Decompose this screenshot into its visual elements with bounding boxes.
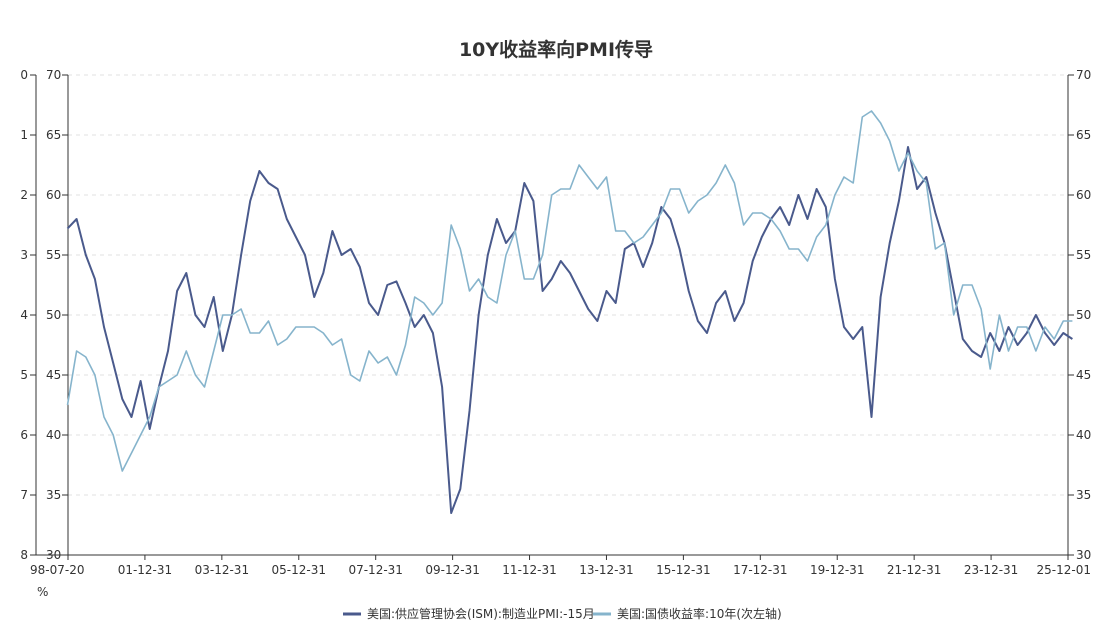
- axes: [30, 74, 1074, 560]
- right-axis-tick-label: 35: [1076, 488, 1091, 502]
- x-axis-tick-label: 01-12-31: [118, 563, 172, 577]
- left-axis-tick-label: 6: [20, 428, 28, 442]
- x-axis-tick-label: 03-12-31: [195, 563, 249, 577]
- left-axis-tick-label: 3: [20, 248, 28, 262]
- x-axis-tick-label: 19-12-31: [810, 563, 864, 577]
- series-line-1: [66, 146, 1073, 514]
- x-axis-tick-label: 23-12-31: [964, 563, 1018, 577]
- x-axis-tick-label: 17-12-31: [733, 563, 787, 577]
- left-axis-tick-label: 1: [20, 128, 28, 142]
- inner-left-axis-tick-label: 35: [46, 488, 61, 502]
- tick-labels: 0 70 70 1 65 65 2 60 60 3 55 55 4 50 50 5 45 45 6 40 40 7 35 35…: [20, 68, 1091, 577]
- inner-left-axis-tick-label: 55: [46, 248, 61, 262]
- inner-left-axis-tick-label: 60: [46, 188, 61, 202]
- inner-left-axis-tick-label: 40: [46, 428, 61, 442]
- right-axis-tick-label: 55: [1076, 248, 1091, 262]
- x-axis-tick-label: 11-12-31: [502, 563, 556, 577]
- x-axis-tick-label: 13-12-31: [579, 563, 633, 577]
- x-axis-tick-label: 09-12-31: [425, 563, 479, 577]
- x-axis-tick-label: 21-12-31: [887, 563, 941, 577]
- x-axis-tick-label: 98-07-20: [30, 563, 84, 577]
- x-axis-tick-label: 25-12-01: [1037, 563, 1091, 577]
- unit-label: %: [37, 585, 48, 599]
- series-lines: [66, 110, 1073, 514]
- gridlines: [68, 74, 1068, 496]
- left-axis-tick-label: 7: [20, 488, 28, 502]
- right-axis-tick-label: 45: [1076, 368, 1091, 382]
- x-axis-tick-label: 05-12-31: [272, 563, 326, 577]
- right-axis-tick-label: 65: [1076, 128, 1091, 142]
- left-axis-tick-label: 5: [20, 368, 28, 382]
- right-axis-tick-label: 70: [1076, 68, 1091, 82]
- right-axis-tick-label: 50: [1076, 308, 1091, 322]
- inner-left-axis-tick-label: 30: [46, 548, 61, 562]
- right-axis-tick-label: 40: [1076, 428, 1091, 442]
- legend-entry-1: 美国:供应管理协会(ISM):制造业PMI:-15月: [367, 606, 595, 621]
- right-axis-tick-label: 60: [1076, 188, 1091, 202]
- inner-left-axis-tick-label: 65: [46, 128, 61, 142]
- inner-left-axis-tick-label: 50: [46, 308, 61, 322]
- series-line-2: [66, 110, 1073, 472]
- inner-left-axis-tick-label: 45: [46, 368, 61, 382]
- x-axis-tick-label: 07-12-31: [348, 563, 402, 577]
- left-axis-tick-label: 0: [20, 68, 28, 82]
- legend[interactable]: 美国:供应管理协会(ISM):制造业PMI:-15月 美国:国债收益率:10年(次…: [343, 606, 782, 621]
- legend-entry-2: 美国:国债收益率:10年(次左轴): [617, 606, 782, 621]
- x-axis-tick-label: 15-12-31: [656, 563, 710, 577]
- left-axis-tick-label: 2: [20, 188, 28, 202]
- right-axis-tick-label: 30: [1076, 548, 1091, 562]
- left-axis-tick-label: 4: [20, 308, 28, 322]
- chart-title: 10Y收益率向PMI传导: [459, 38, 653, 61]
- left-axis-tick-label: 8: [20, 548, 28, 562]
- inner-left-axis-tick-label: 70: [46, 68, 61, 82]
